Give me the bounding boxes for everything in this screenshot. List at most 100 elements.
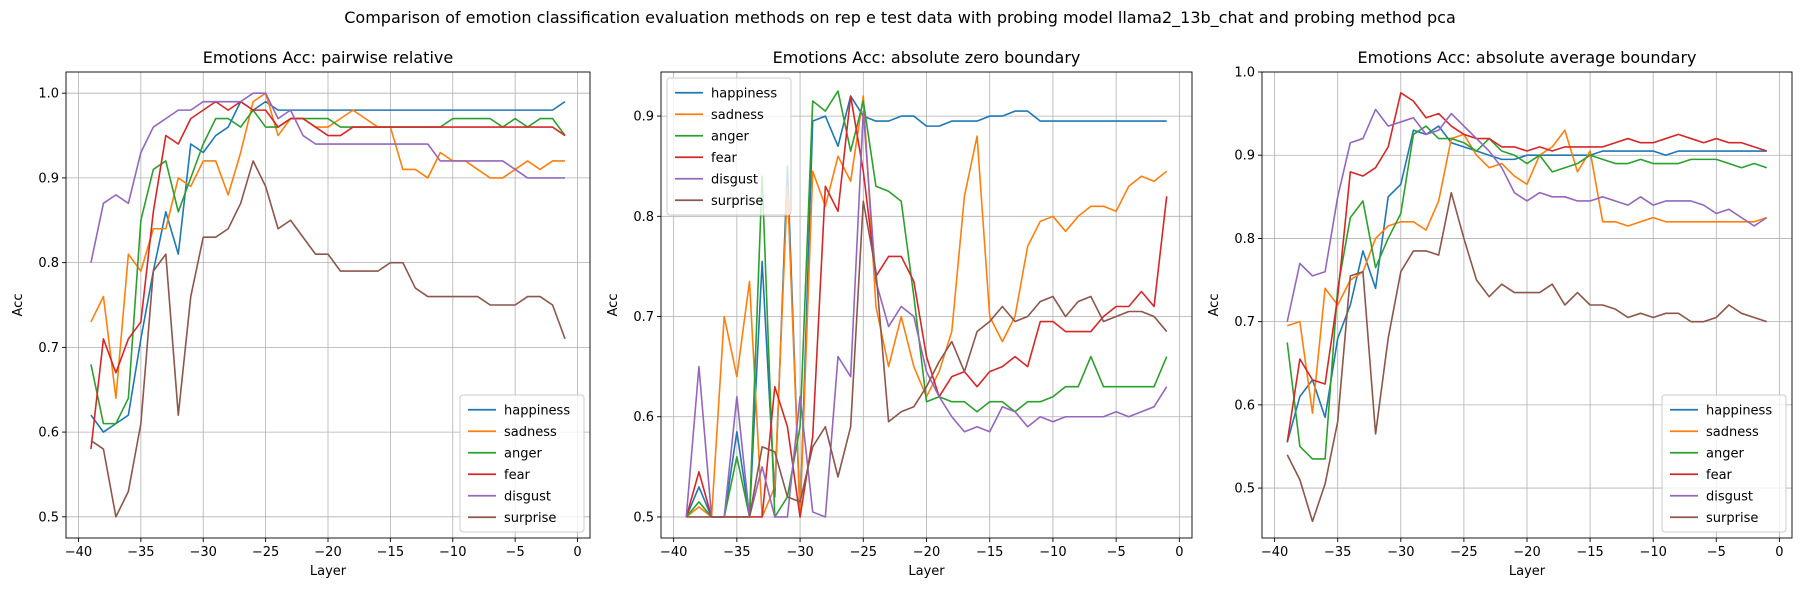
series-line-disgust	[1286, 108, 1768, 322]
panel-title: Emotions Acc: absolute zero boundary	[773, 48, 1081, 67]
x-tick-label: −15	[976, 545, 1003, 560]
x-tick-label: −15	[377, 545, 404, 560]
legend-label-fear: fear	[711, 151, 738, 166]
legend-label-anger: anger	[711, 129, 749, 144]
x-axis-label: Layer	[1509, 564, 1546, 579]
y-tick-label: 0.8	[1234, 232, 1255, 247]
legend-label-happiness: happiness	[711, 86, 777, 101]
legend-box	[1661, 394, 1787, 533]
y-axis-label: Acc	[606, 294, 621, 317]
legend-label-fear: fear	[504, 468, 531, 483]
legend-box	[459, 394, 585, 533]
series-line-anger	[1286, 125, 1768, 460]
y-tick-label: 0.6	[38, 426, 59, 441]
x-tick-label: 0	[1175, 545, 1183, 560]
y-axis-label: Acc	[1207, 294, 1222, 317]
legend-label-anger: anger	[504, 446, 542, 461]
x-tick-label: −5	[506, 545, 525, 560]
y-tick-label: 0.9	[38, 171, 59, 186]
y-tick-label: 0.6	[1234, 398, 1255, 413]
legend-label-disgust: disgust	[711, 172, 758, 187]
x-tick-label: −15	[1576, 545, 1603, 560]
legend-label-happiness: happiness	[1706, 403, 1772, 418]
series-line-surprise	[1286, 191, 1768, 523]
x-tick-label: −5	[1707, 545, 1726, 560]
legend-label-anger: anger	[1706, 446, 1744, 461]
x-tick-label: 0	[1775, 545, 1783, 560]
legend-label-disgust: disgust	[504, 489, 551, 504]
x-axis-label: Layer	[310, 564, 347, 579]
series-line-happiness	[685, 95, 1167, 518]
legend-label-sadness: sadness	[1706, 425, 1759, 440]
x-tick-label: −35	[1324, 545, 1351, 560]
y-tick-label: 0.7	[1234, 315, 1255, 330]
legend: happiness sadness anger fear disgust surprise	[1661, 394, 1787, 533]
y-tick-label: 0.7	[633, 310, 654, 325]
x-tick-label: −5	[1107, 545, 1126, 560]
y-tick-label: 1.0	[1234, 66, 1255, 81]
x-tick-label: −10	[1639, 545, 1666, 560]
legend-label-surprise: surprise	[1706, 511, 1758, 526]
x-tick-label: −35	[127, 545, 154, 560]
y-tick-label: 1.0	[38, 87, 59, 102]
legend-label-disgust: disgust	[1706, 489, 1753, 504]
x-tick-label: −40	[660, 545, 687, 560]
series-line-surprise	[90, 160, 566, 518]
y-tick-label: 0.5	[38, 510, 59, 525]
series-line-disgust	[685, 110, 1168, 518]
legend: happiness sadness anger fear disgust surprise	[666, 77, 792, 216]
legend-label-happiness: happiness	[504, 403, 570, 418]
legend: happiness sadness anger fear disgust surprise	[459, 394, 585, 533]
x-tick-label: −25	[252, 545, 279, 560]
series-line-fear	[1286, 92, 1768, 443]
x-tick-label: −20	[1513, 545, 1540, 560]
legend-box	[666, 77, 792, 216]
chart-panel-2: −40 −35 −30 −25 −20 −15 −10 −5 0 0.5 0.6 0.7 0.8 0.9 E…	[606, 48, 1193, 579]
series-line-disgust	[90, 92, 566, 263]
y-tick-label: 0.9	[1234, 149, 1255, 164]
x-tick-label: −30	[190, 545, 217, 560]
legend-label-surprise: surprise	[504, 511, 556, 526]
y-tick-label: 0.7	[38, 341, 59, 356]
x-axis-label: Layer	[908, 564, 945, 579]
x-tick-label: −40	[65, 545, 92, 560]
x-tick-label: −30	[786, 545, 813, 560]
y-tick-label: 0.8	[633, 210, 654, 225]
x-tick-label: −10	[1039, 545, 1066, 560]
series-line-sadness	[90, 92, 566, 400]
legend-label-surprise: surprise	[711, 194, 763, 209]
series-line-fear	[90, 100, 566, 450]
x-tick-label: −25	[1450, 545, 1477, 560]
series-line-anger	[685, 90, 1168, 518]
chart-panel-3: −40 −35 −30 −25 −20 −15 −10 −5 0 0.5 0.6 0.7 0.8 0.9 1…	[1207, 48, 1793, 579]
chart-panel-1: −40 −35 −30 −25 −20 −15 −10 −5 0 0.5 0.6 0.7 0.8 0.9 1…	[11, 48, 591, 579]
panel-title: Emotions Acc: absolute average boundary	[1358, 48, 1697, 67]
y-tick-label: 0.8	[38, 256, 59, 271]
y-tick-label: 0.5	[633, 510, 654, 525]
y-tick-label: 0.9	[633, 110, 654, 125]
y-tick-label: 0.6	[633, 410, 654, 425]
y-tick-label: 0.5	[1234, 482, 1255, 497]
series-line-happiness	[90, 100, 566, 433]
x-tick-label: −20	[314, 545, 341, 560]
x-tick-label: −35	[723, 545, 750, 560]
series-line-surprise	[686, 200, 1168, 518]
x-tick-label: −20	[913, 545, 940, 560]
x-tick-label: −10	[439, 545, 466, 560]
panel-title: Emotions Acc: pairwise relative	[203, 48, 453, 67]
series-line-anger	[90, 109, 566, 425]
x-tick-label: −40	[1261, 545, 1288, 560]
series-line-fear	[685, 95, 1168, 518]
x-tick-label: −25	[850, 545, 877, 560]
legend-label-fear: fear	[1706, 468, 1733, 483]
legend-label-sadness: sadness	[711, 108, 764, 123]
figure-suptitle: Comparison of emotion classification eva…	[344, 8, 1456, 27]
y-axis-label: Acc	[11, 294, 26, 317]
x-tick-label: −30	[1387, 545, 1414, 560]
x-tick-label: 0	[573, 545, 581, 560]
legend-label-sadness: sadness	[504, 425, 557, 440]
series-line-sadness	[1286, 129, 1768, 414]
series-line-happiness	[1286, 125, 1767, 443]
